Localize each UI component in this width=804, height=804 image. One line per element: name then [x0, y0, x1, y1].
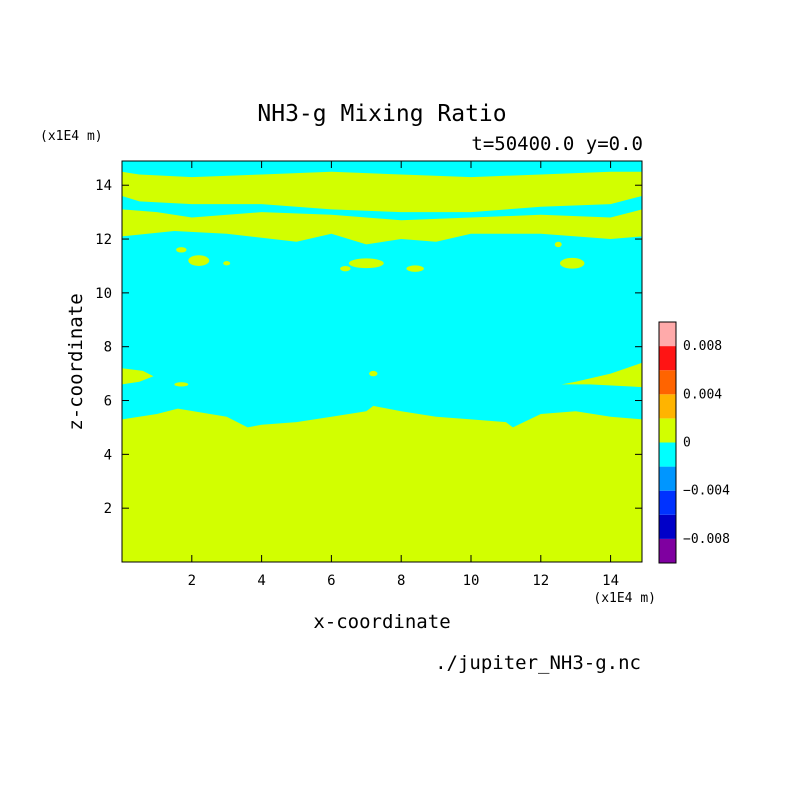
blob-3	[223, 261, 231, 266]
chart-title: NH3-g Mixing Ratio	[257, 101, 506, 127]
blob-8	[559, 257, 585, 269]
colorbar-frame	[658, 321, 677, 564]
y-tick-label: 6	[104, 394, 112, 410]
blob-6	[406, 265, 424, 272]
y-tick-label: 10	[95, 286, 112, 302]
blob-2	[188, 255, 210, 266]
blob-5	[340, 265, 351, 272]
x-tick-label: 6	[327, 573, 335, 589]
colorbar-tick-label: −0.008	[683, 532, 730, 547]
source-file-label: ./jupiter_NH3-g.nc	[435, 652, 641, 674]
right-intrusion	[561, 362, 642, 388]
x-unit-label: (x1E4 m)	[593, 591, 656, 606]
colorbar-swatch	[659, 346, 676, 371]
blob-7	[554, 241, 562, 248]
colorbar-tick-label: 0.008	[683, 339, 722, 354]
colorbar-swatch	[659, 442, 676, 467]
colorbar-swatch	[659, 514, 676, 539]
colorbar-swatch	[659, 538, 676, 563]
y-tick-label: 12	[95, 232, 112, 248]
colorbar-tick-label: 0	[683, 436, 691, 451]
x-tick-label: 2	[188, 573, 196, 589]
x-axis: 2 4 6 8 10 12 14	[188, 161, 619, 589]
x-tick-label: 8	[397, 573, 405, 589]
colorbar-swatch	[659, 490, 676, 515]
x-tick-label: 14	[602, 573, 619, 589]
blob-9	[369, 370, 378, 377]
x-tick-label: 4	[257, 573, 265, 589]
colorbar-swatch	[659, 418, 676, 443]
colorbar-swatch	[659, 466, 676, 491]
colorbar-tick-label: −0.004	[683, 484, 730, 499]
plot-area	[121, 160, 643, 563]
y-axis: 2 4 6 8 10 12 14	[95, 178, 642, 517]
upper-band	[122, 171, 642, 213]
blob-1	[176, 247, 187, 253]
colorbar-tick-label: 0.004	[683, 387, 722, 402]
blob-4	[348, 258, 384, 269]
x-tick-label: 10	[463, 573, 480, 589]
colorbar-swatch	[659, 394, 676, 419]
plot-frame	[121, 160, 643, 563]
y-tick-label: 8	[104, 340, 112, 356]
colorbar: 0.008 0.004 0 −0.004 −0.008	[658, 321, 730, 564]
y-tick-label: 2	[104, 501, 112, 517]
y-axis-label: z-coordinate	[65, 293, 87, 430]
chart-subtitle: t=50400.0 y=0.0	[471, 133, 643, 155]
colorbar-swatch	[659, 322, 676, 347]
y-tick-label: 14	[95, 178, 112, 194]
x-tick-label: 12	[532, 573, 549, 589]
x-axis-label: x-coordinate	[313, 611, 450, 633]
middle-band	[122, 209, 642, 245]
left-intrusion	[122, 368, 154, 385]
lower-region	[122, 405, 642, 562]
y-unit-label: (x1E4 m)	[40, 129, 103, 144]
y-tick-label: 4	[104, 447, 112, 463]
blob-10	[174, 382, 189, 387]
colorbar-swatch	[659, 370, 676, 395]
